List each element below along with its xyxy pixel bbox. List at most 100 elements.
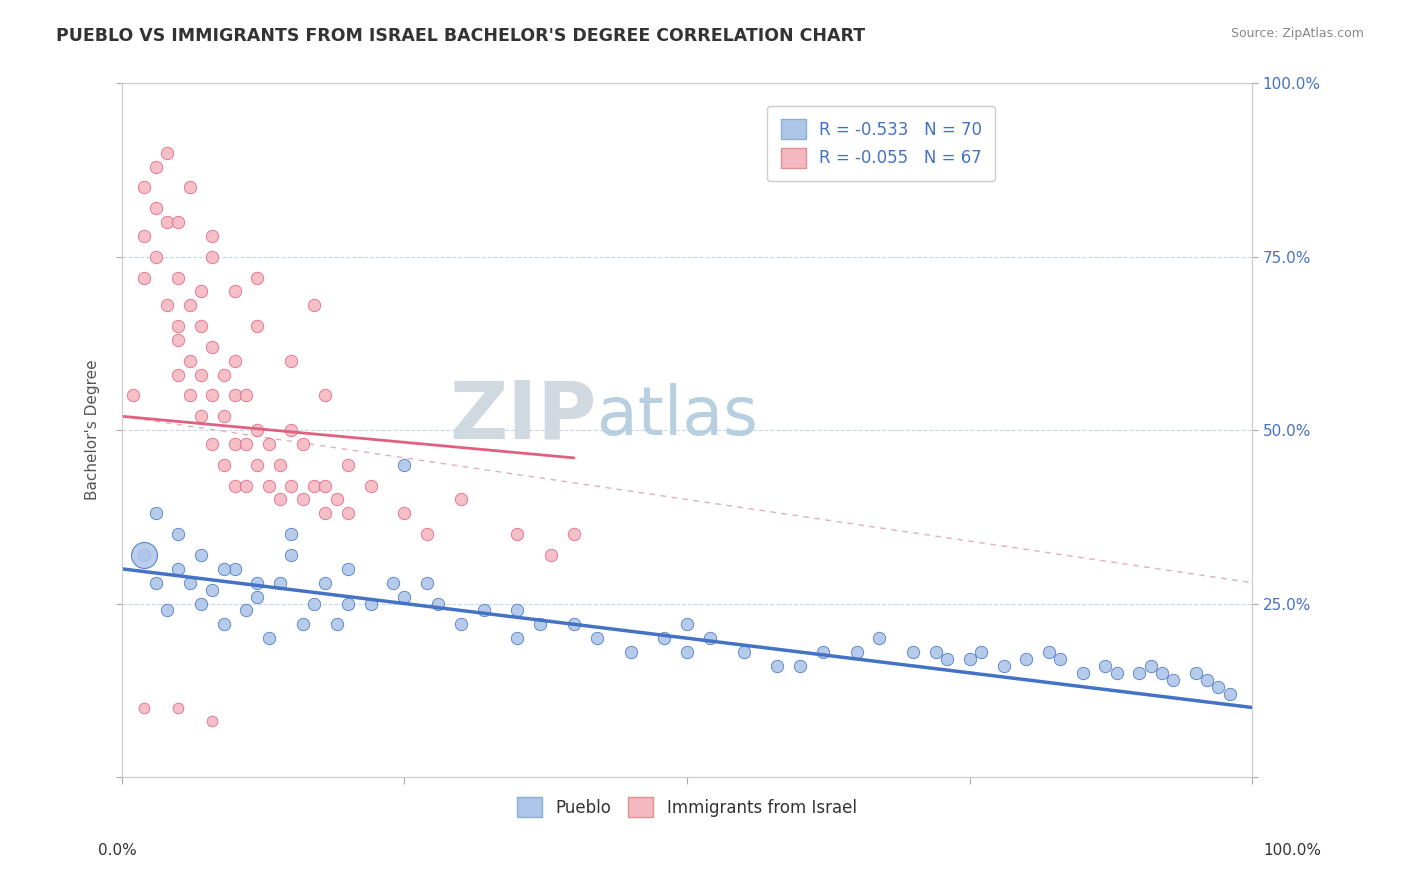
Point [959,652,981,666]
Point [224,353,246,368]
Point [212,409,235,424]
Point [257,631,280,645]
Point [167,368,190,382]
Point [336,597,359,611]
Point [167,319,190,334]
Point [336,458,359,472]
Point [224,285,246,299]
Point [901,645,924,659]
Point [314,507,336,521]
Point [314,388,336,402]
Point [280,527,302,541]
Point [360,597,382,611]
Point [145,250,167,264]
Point [224,437,246,451]
Point [167,270,190,285]
Point [1139,659,1161,673]
Point [134,270,156,285]
Point [1128,665,1150,680]
Point [212,617,235,632]
Point [167,700,190,714]
Point [733,645,755,659]
Point [766,659,789,673]
Point [280,478,302,492]
Point [970,645,993,659]
Point [190,285,212,299]
Point [190,597,212,611]
Point [179,353,201,368]
Point [212,368,235,382]
Point [134,180,156,194]
Point [1105,665,1128,680]
Y-axis label: Bachelor's Degree: Bachelor's Degree [86,359,100,500]
Point [201,250,224,264]
Point [167,215,190,229]
Point [190,409,212,424]
Point [280,423,302,437]
Point [302,298,325,312]
Point [506,631,529,645]
Point [201,229,224,244]
Text: 0.0%: 0.0% [98,843,138,858]
Point [1219,687,1241,701]
Point [246,319,269,334]
Point [1208,680,1230,694]
Point [336,562,359,576]
Point [269,575,291,590]
Point [360,478,382,492]
Point [302,597,325,611]
Point [201,388,224,402]
Point [179,388,201,402]
Point [416,575,439,590]
Point [1094,659,1116,673]
Point [676,645,699,659]
Point [269,492,291,507]
Point [416,527,439,541]
Point [427,597,450,611]
Point [201,714,224,729]
Point [134,548,156,562]
Point [699,631,721,645]
Point [472,603,495,617]
Point [302,478,325,492]
Point [145,507,167,521]
Point [506,527,529,541]
Point [811,645,834,659]
Point [325,492,347,507]
Point [654,631,676,645]
Point [156,145,179,160]
Point [235,603,257,617]
Point [1184,665,1206,680]
Point [246,423,269,437]
Point [235,478,257,492]
Point [936,652,959,666]
Point [179,298,201,312]
Point [224,388,246,402]
Text: atlas: atlas [596,384,758,450]
Point [235,388,257,402]
Point [257,478,280,492]
Point [1071,665,1094,680]
Point [201,582,224,597]
Point [1161,673,1184,687]
Point [201,340,224,354]
Point [134,229,156,244]
Point [993,659,1015,673]
Point [246,575,269,590]
Text: PUEBLO VS IMMIGRANTS FROM ISRAEL BACHELOR'S DEGREE CORRELATION CHART: PUEBLO VS IMMIGRANTS FROM ISRAEL BACHELO… [56,27,865,45]
Legend: Pueblo, Immigrants from Israel: Pueblo, Immigrants from Israel [510,790,863,824]
Point [585,631,607,645]
Point [190,368,212,382]
Point [325,617,347,632]
Point [246,458,269,472]
Text: ZIP: ZIP [450,377,596,455]
Point [212,562,235,576]
Point [224,478,246,492]
Point [156,603,179,617]
Point [506,603,529,617]
Point [291,617,314,632]
Point [1015,652,1038,666]
Point [246,270,269,285]
Point [145,575,167,590]
Point [291,492,314,507]
